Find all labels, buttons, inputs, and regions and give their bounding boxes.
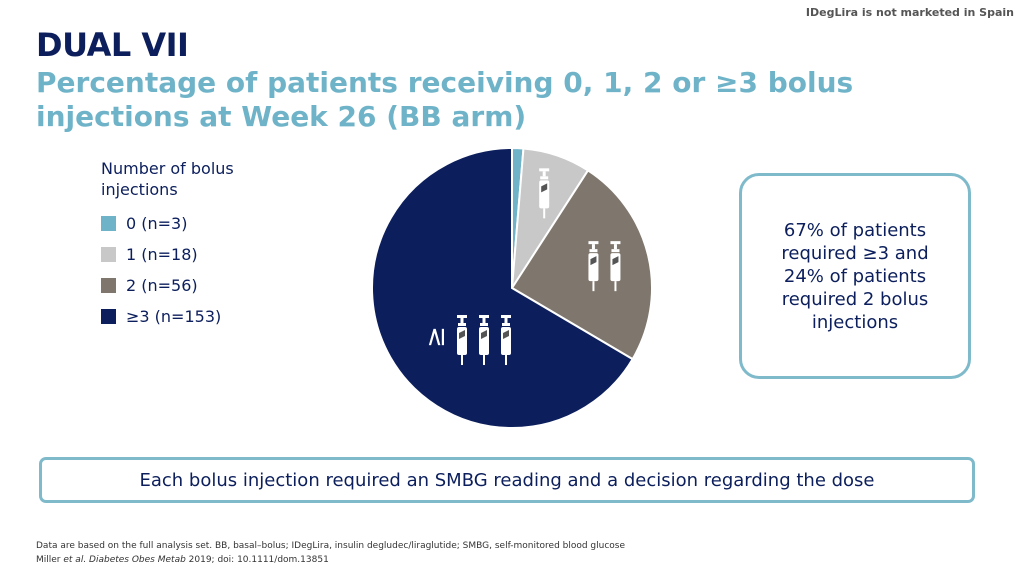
syringe-icon-slice3-0 bbox=[457, 315, 467, 365]
syringe-icon-slice2-1 bbox=[610, 241, 621, 292]
pie-chart: ≥ bbox=[371, 146, 653, 429]
legend-swatch-0 bbox=[101, 216, 116, 231]
legend-item-1: 1 (n=18) bbox=[101, 239, 271, 270]
slice-prefix-3: ≥ bbox=[421, 326, 451, 348]
ref-author: Miller bbox=[36, 555, 64, 565]
legend-title: Number of bolus injections bbox=[101, 159, 234, 199]
legend-label-3: ≥3 (n=153) bbox=[126, 307, 222, 326]
pie-slice-2 bbox=[510, 169, 653, 361]
callout-text: 67% of patients required ≥3 and 24% of p… bbox=[781, 219, 929, 333]
page-title: DUAL VII bbox=[36, 26, 189, 64]
callout-box: 67% of patients required ≥3 and 24% of p… bbox=[739, 173, 971, 379]
syringe-icon-slice2-0 bbox=[588, 241, 599, 292]
legend-label-0: 0 (n=3) bbox=[126, 214, 188, 233]
legend-item-2: 2 (n=56) bbox=[101, 270, 271, 301]
syringe-icon-slice3-1 bbox=[479, 315, 489, 365]
footnote-reference: Miller et al. Diabetes Obes Metab 2019; … bbox=[36, 553, 625, 567]
pie-slice-3 bbox=[371, 146, 634, 429]
syringe-icon-slice3-2 bbox=[501, 315, 511, 365]
banner-text: Each bolus injection required an SMBG re… bbox=[139, 469, 875, 491]
ref-journal: et al. Diabetes Obes Metab bbox=[63, 555, 186, 565]
legend-item-3: ≥3 (n=153) bbox=[101, 301, 271, 332]
legend-label-2: 2 (n=56) bbox=[126, 276, 198, 295]
legend-swatch-1 bbox=[101, 247, 116, 262]
chart-legend: Number of bolus injections 0 (n=3) 1 (n=… bbox=[101, 158, 271, 332]
legend-item-0: 0 (n=3) bbox=[101, 208, 271, 239]
footnotes: Data are based on the full analysis set.… bbox=[36, 539, 625, 567]
legend-swatch-3 bbox=[101, 309, 116, 324]
page-subtitle: Percentage of patients receiving 0, 1, 2… bbox=[36, 66, 854, 133]
syringe-icon-slice1-0 bbox=[539, 168, 550, 219]
summary-banner: Each bolus injection required an SMBG re… bbox=[39, 457, 975, 503]
legend-label-1: 1 (n=18) bbox=[126, 245, 198, 264]
disclaimer: IDegLira is not marketed in Spain bbox=[805, 6, 1014, 19]
ref-doi: 2019; doi: 10.1111/dom.13851 bbox=[185, 555, 329, 565]
legend-swatch-2 bbox=[101, 278, 116, 293]
footnote-abbreviations: Data are based on the full analysis set.… bbox=[36, 541, 626, 551]
